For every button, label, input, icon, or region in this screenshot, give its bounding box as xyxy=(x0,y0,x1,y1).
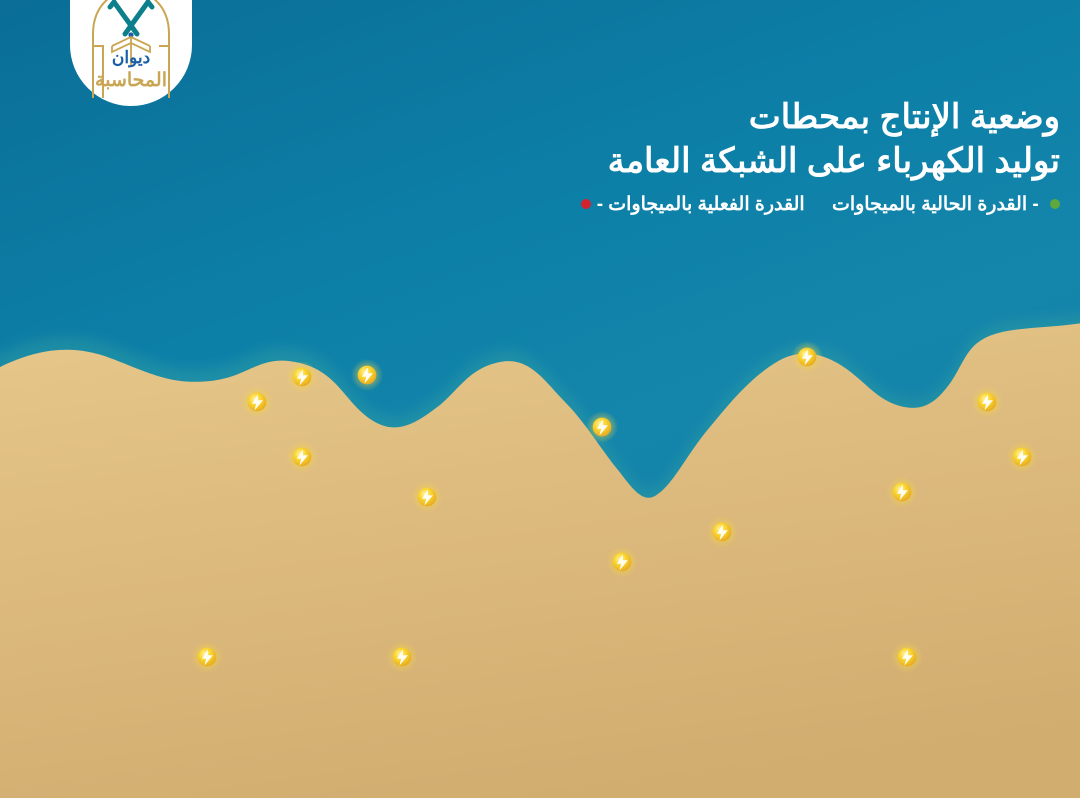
svg-text:المحاسبة: المحاسبة xyxy=(95,70,167,91)
svg-text:ديوان: ديوان xyxy=(112,48,150,68)
